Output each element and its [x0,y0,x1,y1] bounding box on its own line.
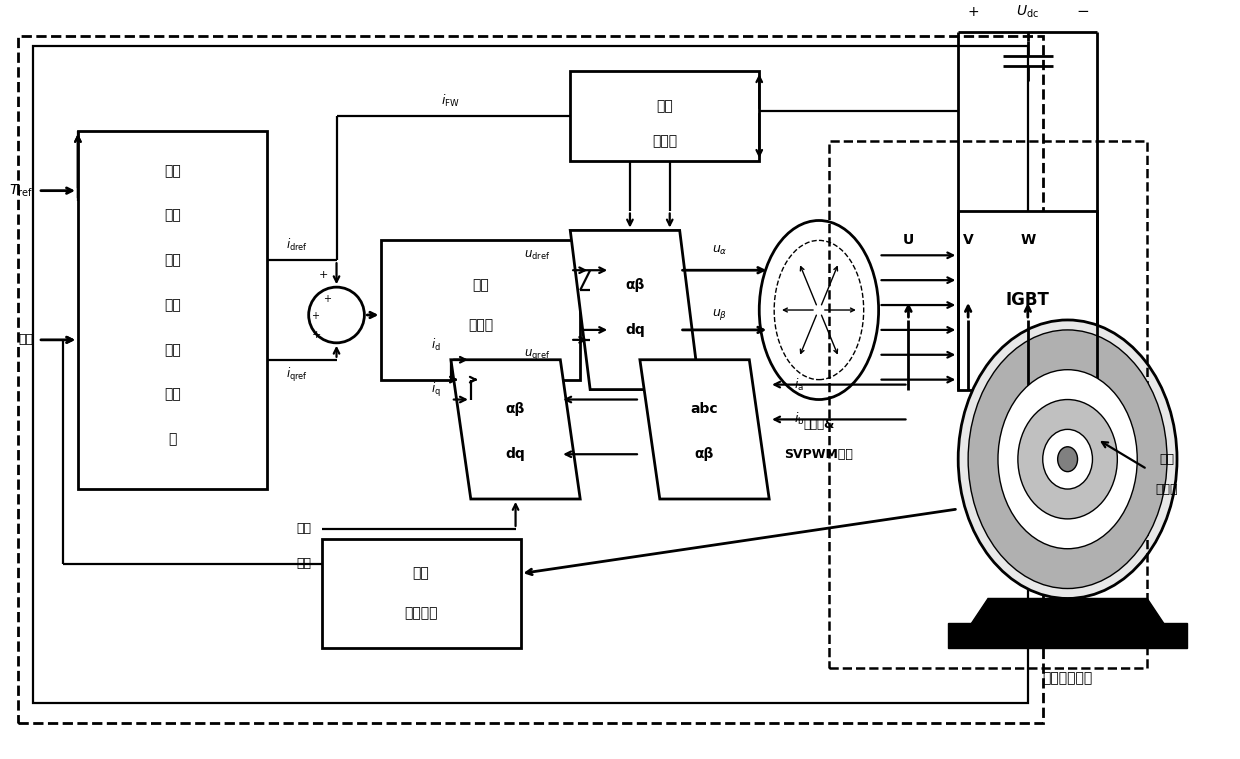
Text: dq: dq [625,323,645,337]
Text: abc: abc [691,402,718,417]
Text: 电流: 电流 [472,278,489,292]
Text: $i_{\rm b}$: $i_{\rm b}$ [794,411,805,427]
Text: αβ: αβ [506,402,526,417]
Text: V: V [962,233,973,247]
Polygon shape [570,231,699,389]
Text: 旋转: 旋转 [1159,452,1174,466]
Text: SVPWM模块: SVPWM模块 [785,448,853,461]
Text: U: U [903,233,914,247]
Text: 弱磁: 弱磁 [656,99,673,113]
Text: +: + [311,311,319,321]
Text: 控制器: 控制器 [652,134,677,148]
Text: 速度: 速度 [19,333,33,346]
Text: 旋变: 旋变 [413,567,429,581]
Text: 转矩: 转矩 [164,209,181,222]
Text: 位置: 位置 [296,522,311,535]
Text: $i_{\rm d}$: $i_{\rm d}$ [432,337,441,353]
Text: $u_\alpha$: $u_\alpha$ [712,244,727,257]
Ellipse shape [759,221,879,399]
Text: −: − [1076,4,1089,19]
Text: $T_{\rm ref}$: $T_{\rm ref}$ [9,182,33,199]
Ellipse shape [1018,399,1117,519]
Ellipse shape [1043,430,1092,489]
Text: $i_{\rm q}$: $i_{\rm q}$ [432,380,441,398]
Text: $U_{\rm dc}$: $U_{\rm dc}$ [1017,3,1039,20]
FancyBboxPatch shape [949,623,1187,648]
Text: 流标: 流标 [164,343,181,357]
FancyBboxPatch shape [381,241,580,380]
Text: $i_{\rm a}$: $i_{\rm a}$ [794,376,804,392]
Text: dq: dq [506,447,526,461]
Text: αβ: αβ [694,447,714,461]
Text: 控制器: 控制器 [469,318,494,332]
Ellipse shape [968,330,1167,588]
Ellipse shape [959,320,1177,598]
Text: 效率: 效率 [164,254,181,267]
Text: $u_{\rm dref}$: $u_{\rm dref}$ [525,249,551,262]
Ellipse shape [998,370,1137,549]
Text: W: W [1021,233,1035,247]
Text: 速度: 速度 [296,557,311,570]
FancyBboxPatch shape [959,210,1097,389]
Circle shape [309,287,365,343]
Text: $i_{\rm FW}$: $i_{\rm FW}$ [441,93,460,109]
Text: $i_{\rm qref}$: $i_{\rm qref}$ [285,366,308,383]
Text: $u_\beta$: $u_\beta$ [712,307,727,323]
Text: 过调制&: 过调制& [804,418,835,431]
Text: 变压器: 变压器 [1156,483,1178,496]
Text: 解码电路: 解码电路 [404,606,438,620]
FancyBboxPatch shape [78,131,267,489]
Text: 定数: 定数 [164,388,181,402]
Text: $i_{\rm dref}$: $i_{\rm dref}$ [285,238,308,254]
FancyBboxPatch shape [321,539,521,648]
FancyBboxPatch shape [570,71,759,161]
Polygon shape [968,598,1167,628]
Ellipse shape [1058,447,1078,471]
Text: +: + [319,270,329,280]
Text: 比电: 比电 [164,298,181,312]
Text: IGBT: IGBT [1006,291,1050,309]
Text: αβ: αβ [625,278,645,292]
Text: +: + [312,330,321,340]
Text: +: + [967,5,978,19]
Text: 据: 据 [169,433,176,446]
Text: +: + [322,294,331,304]
Polygon shape [640,360,769,499]
Text: 最大: 最大 [164,164,181,178]
Polygon shape [451,360,580,499]
Text: $u_{\rm qref}$: $u_{\rm qref}$ [525,348,551,362]
Text: 永磁同步电机: 永磁同步电机 [1043,671,1092,685]
